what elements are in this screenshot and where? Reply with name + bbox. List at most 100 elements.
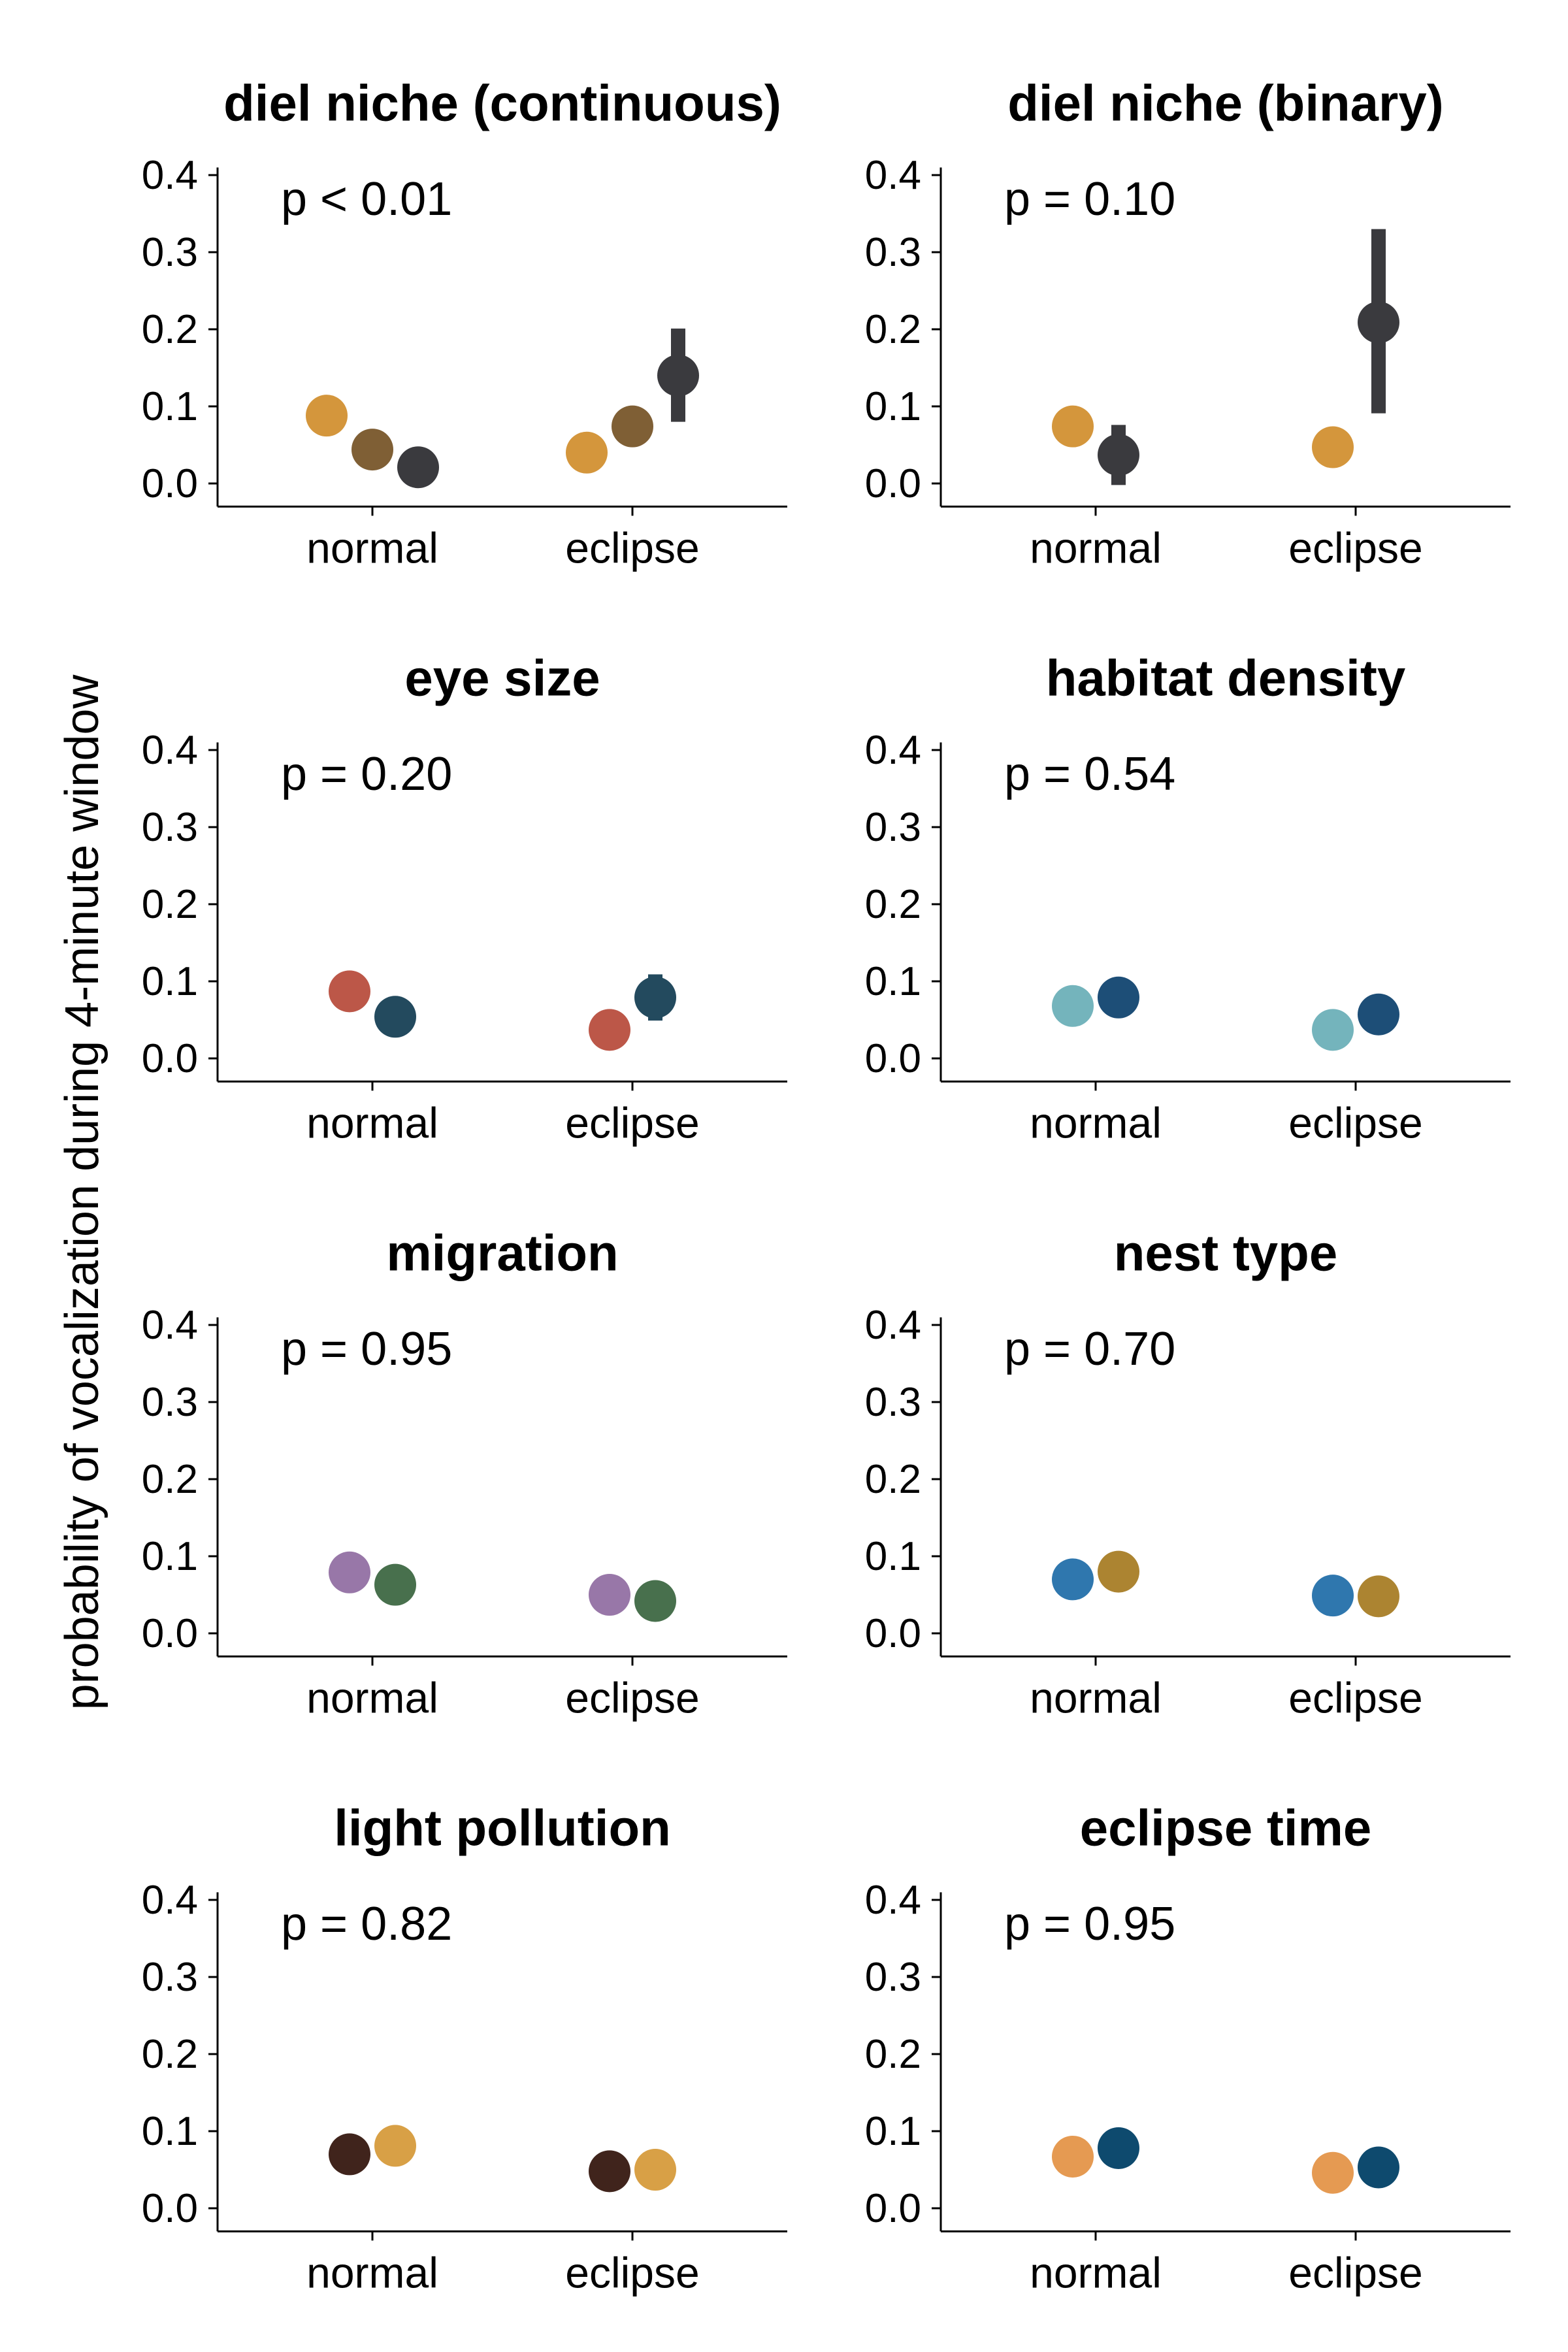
y-tick-label: 0.1 (142, 1534, 198, 1579)
y-tick-label: 0.4 (142, 728, 198, 773)
x-tick-label: normal (306, 2248, 438, 2296)
data-point (397, 446, 439, 489)
p-value-annotation: p = 0.54 (1004, 748, 1175, 800)
x-tick-label: normal (1030, 2248, 1162, 2296)
y-tick-label: 0.3 (865, 230, 921, 275)
y-tick-label: 0.2 (865, 2032, 921, 2077)
x-tick-label: normal (306, 1673, 438, 1722)
panel-3: eye size 0.0 0.1 0.2 0.3 0.4 normal eclipse p = … (142, 649, 787, 1147)
data-point (634, 1580, 676, 1622)
y-tick-label: 0.0 (142, 1611, 198, 1656)
data-point (1358, 2146, 1399, 2189)
data-point (1312, 1009, 1354, 1051)
data-point (374, 1563, 416, 1606)
x-tick-label: eclipse (1288, 523, 1422, 572)
y-tick-label: 0.2 (142, 1457, 198, 1502)
y-tick-label: 0.2 (865, 882, 921, 927)
data-point (1052, 2135, 1094, 2178)
y-tick-label: 0.3 (865, 1955, 921, 2000)
y-tick-label: 0.2 (142, 2032, 198, 2077)
panel-title: migration (386, 1224, 618, 1281)
y-tick-label: 0.2 (865, 307, 921, 352)
y-tick-label: 0.3 (865, 1380, 921, 1425)
y-tick-label: 0.0 (865, 1036, 921, 1081)
p-value-annotation: p < 0.01 (281, 173, 452, 225)
data-point (1098, 976, 1139, 1019)
panel-title: eclipse time (1080, 1799, 1372, 1856)
data-point (1098, 2127, 1139, 2169)
y-tick-label: 0.2 (142, 307, 198, 352)
p-value-annotation: p = 0.95 (281, 1323, 452, 1375)
data-point (329, 970, 370, 1013)
data-point (306, 395, 348, 437)
x-tick-label: eclipse (1288, 1098, 1422, 1147)
p-value-annotation: p = 0.20 (281, 748, 452, 800)
data-point (1052, 405, 1094, 448)
y-tick-label: 0.1 (142, 384, 198, 429)
data-point (612, 405, 653, 448)
y-tick-label: 0.4 (865, 153, 921, 198)
data-point (1098, 434, 1139, 476)
data-point (1358, 993, 1399, 1036)
x-tick-label: normal (1030, 1673, 1162, 1722)
p-value-annotation: p = 0.95 (1004, 1898, 1175, 1950)
y-tick-label: 0.3 (142, 805, 198, 850)
y-tick-label: 0.3 (142, 1955, 198, 2000)
data-point (1358, 301, 1399, 344)
data-point (1358, 1575, 1399, 1618)
data-point (374, 2125, 416, 2167)
y-tick-label: 0.4 (865, 728, 921, 773)
data-point (634, 976, 676, 1019)
y-tick-label: 0.1 (865, 959, 921, 1004)
data-point (589, 1009, 630, 1051)
data-point (566, 431, 608, 474)
panel-title: diel niche (binary) (1007, 74, 1443, 131)
y-tick-label: 0.1 (865, 1534, 921, 1579)
data-point (634, 2149, 676, 2191)
y-tick-label: 0.0 (865, 461, 921, 506)
y-tick-label: 0.2 (142, 882, 198, 927)
y-tick-label: 0.4 (865, 1303, 921, 1348)
panel-title: eye size (404, 649, 600, 706)
panel-title: light pollution (334, 1799, 671, 1856)
x-tick-label: eclipse (565, 2248, 699, 2296)
y-tick-label: 0.3 (865, 805, 921, 850)
x-tick-label: eclipse (1288, 2248, 1422, 2296)
y-tick-label: 0.1 (865, 2109, 921, 2154)
y-tick-label: 0.1 (142, 959, 198, 1004)
y-tick-label: 0.0 (142, 1036, 198, 1081)
panel-5: migration 0.0 0.1 0.2 0.3 0.4 normal eclipse p =… (142, 1224, 787, 1722)
panel-title: nest type (1114, 1224, 1337, 1281)
data-point (329, 2133, 370, 2176)
x-tick-label: normal (306, 523, 438, 572)
x-tick-label: normal (1030, 1098, 1162, 1147)
y-tick-label: 0.3 (142, 230, 198, 275)
p-value-annotation: p = 0.70 (1004, 1323, 1175, 1375)
data-point (657, 354, 699, 397)
data-point (1052, 1558, 1094, 1601)
x-tick-label: eclipse (1288, 1673, 1422, 1722)
y-tick-label: 0.4 (142, 1878, 198, 1923)
x-tick-label: eclipse (565, 1673, 699, 1722)
x-tick-label: normal (306, 1098, 438, 1147)
p-value-annotation: p = 0.82 (281, 1898, 452, 1950)
data-point (1098, 1550, 1139, 1593)
data-point (329, 1551, 370, 1593)
panel-8: eclipse time 0.0 0.1 0.2 0.3 0.4 normal eclipse… (865, 1799, 1511, 2296)
y-tick-label: 0.4 (142, 1303, 198, 1348)
y-tick-label: 0.1 (142, 2109, 198, 2154)
panel-1: diel niche (continuous) 0.0 0.1 0.2 0.3 0.4 no… (142, 74, 787, 572)
panel-6: nest type 0.0 0.1 0.2 0.3 0.4 normal eclipse p =… (865, 1224, 1511, 1722)
data-point (351, 429, 393, 471)
data-point (374, 996, 416, 1038)
p-value-annotation: p = 0.10 (1004, 173, 1175, 225)
data-point (1312, 1575, 1354, 1617)
y-tick-label: 0.0 (865, 1611, 921, 1656)
x-tick-label: eclipse (565, 523, 699, 572)
data-point (589, 1574, 630, 1616)
panel-7: light pollution 0.0 0.1 0.2 0.3 0.4 normal ecli… (142, 1799, 787, 2296)
panel-2: diel niche (binary) 0.0 0.1 0.2 0.3 0.4 normal… (865, 74, 1511, 572)
x-tick-label: normal (1030, 523, 1162, 572)
